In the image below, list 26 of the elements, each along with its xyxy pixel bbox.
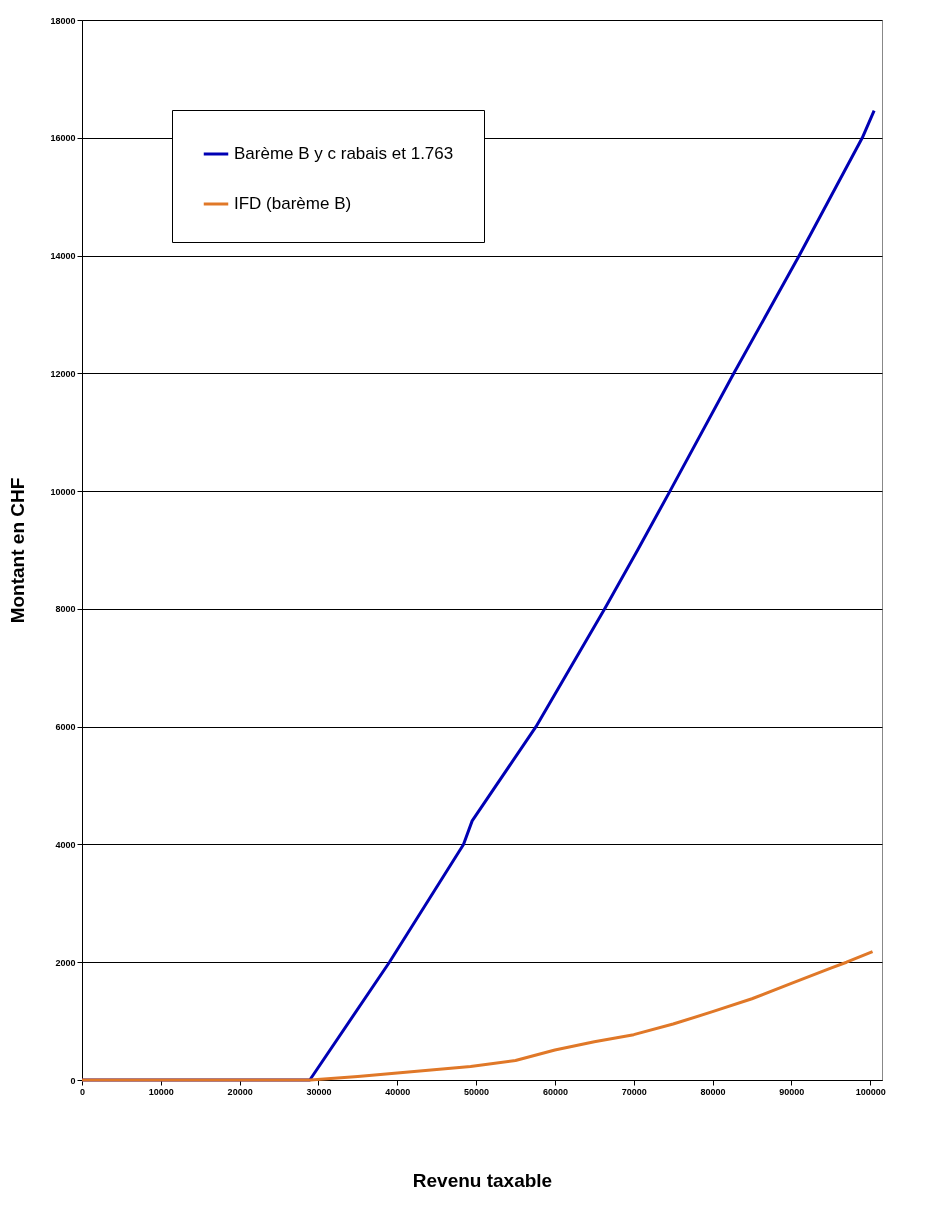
line-series [80, 950, 875, 1082]
x-tick-label: 40000 [385, 1086, 411, 1097]
y-tick-label: 18000 [50, 15, 76, 26]
y-tick-label: 8000 [55, 604, 76, 615]
y-tick-label: 12000 [50, 368, 76, 379]
y-tick-label: 4000 [55, 839, 76, 850]
y-tick-label: 10000 [50, 486, 76, 497]
x-tick-label: 30000 [306, 1086, 332, 1097]
x-tick-label: 20000 [227, 1086, 253, 1097]
x-tick-label: 70000 [621, 1086, 647, 1097]
legend-label: Barème B y c rabais et 1.763 [234, 144, 454, 163]
legend-label: IFD (barème B) [234, 194, 352, 213]
x-tick-label: 60000 [542, 1086, 568, 1097]
x-tick-label: 0 [79, 1086, 86, 1097]
x-tick-label: 50000 [464, 1086, 490, 1097]
x-axis-title: Revenu taxable [412, 1169, 553, 1191]
x-tick-label: 100000 [855, 1086, 886, 1097]
y-tick-label: 14000 [50, 251, 76, 262]
y-tick-label: 2000 [55, 957, 76, 968]
x-tick-label: 80000 [700, 1086, 726, 1097]
y-axis-title: Montant en CHF [7, 477, 29, 624]
y-tick-label: 16000 [50, 133, 76, 144]
y-tick-label: 6000 [55, 722, 76, 733]
y-tick-label: 0 [70, 1075, 76, 1086]
x-tick-label: 90000 [779, 1086, 805, 1097]
x-tick-label: 10000 [148, 1086, 174, 1097]
